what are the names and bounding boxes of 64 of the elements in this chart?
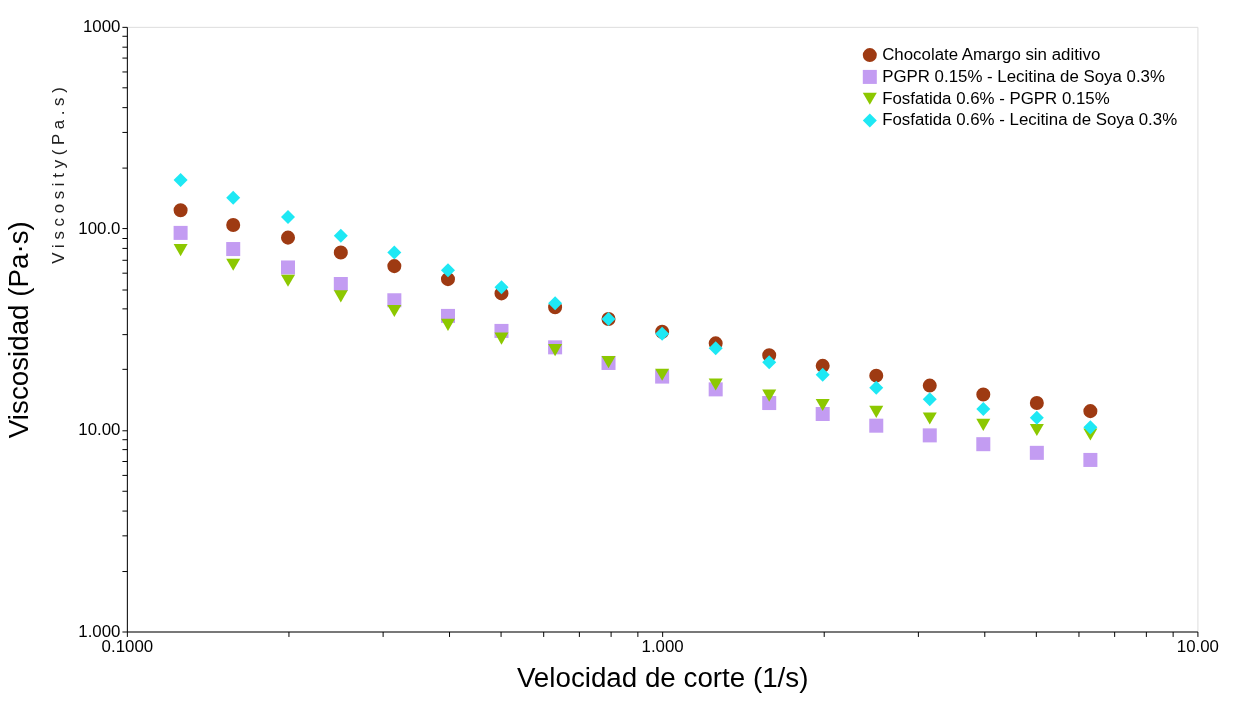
point [548, 344, 563, 357]
point [387, 245, 402, 260]
point [548, 296, 563, 311]
point [1029, 445, 1044, 460]
y-tick-label: 100.0 [78, 218, 121, 238]
point [869, 368, 884, 383]
point [976, 387, 991, 402]
point [226, 242, 241, 257]
point [387, 259, 402, 274]
point [173, 172, 188, 187]
point [226, 190, 241, 205]
point [762, 396, 777, 411]
x-tick-label: 10.00 [1176, 636, 1219, 656]
point [815, 398, 830, 412]
point [762, 355, 777, 370]
point [173, 225, 188, 240]
point [762, 389, 777, 402]
point [708, 378, 723, 391]
point [922, 378, 937, 393]
legend-label: Chocolate Amargo sin aditivo [882, 45, 1101, 65]
x-axis-title: Velocidad de corte (1/s) [516, 661, 809, 693]
point [494, 332, 509, 345]
y-tick-label: 1000 [82, 17, 121, 37]
point [976, 418, 991, 431]
point [333, 290, 348, 303]
x-tick-label: 1.000 [641, 636, 684, 656]
point [976, 402, 991, 417]
point [1083, 452, 1098, 467]
legend-label: Fosfatida 0.6% - Lecitina de Soya 0.3% [882, 110, 1178, 130]
point [226, 258, 241, 271]
y-axis-title: Viscosidad (Pa·s) [2, 221, 34, 439]
point [333, 228, 348, 243]
point [1083, 420, 1098, 435]
point [1083, 404, 1098, 419]
point [281, 260, 296, 275]
point [333, 276, 348, 291]
text: V i s c o s i t y ( P a . s ) [49, 87, 69, 264]
point [333, 245, 348, 260]
point [281, 230, 296, 245]
point [173, 244, 188, 257]
point [976, 437, 991, 452]
point [226, 217, 241, 232]
legend-label: Fosfatida 0.6% - PGPR 0.15% [882, 88, 1110, 108]
point [815, 406, 830, 422]
point [922, 428, 937, 443]
point [281, 274, 296, 287]
point [922, 392, 937, 407]
point [387, 304, 402, 318]
point [494, 280, 509, 295]
point [869, 418, 884, 433]
y-tick-label: 10.00 [78, 420, 121, 440]
point [708, 341, 723, 356]
point [815, 367, 830, 382]
point [1029, 410, 1044, 425]
point [440, 263, 455, 278]
point [173, 203, 188, 218]
point [922, 412, 937, 425]
point [869, 380, 884, 395]
point [281, 209, 296, 224]
point [1029, 423, 1044, 437]
point [869, 405, 884, 418]
legend-label: PGPR 0.15% - Lecitina de Soya 0.3% [882, 66, 1165, 86]
point [440, 318, 455, 331]
point [1029, 396, 1044, 411]
